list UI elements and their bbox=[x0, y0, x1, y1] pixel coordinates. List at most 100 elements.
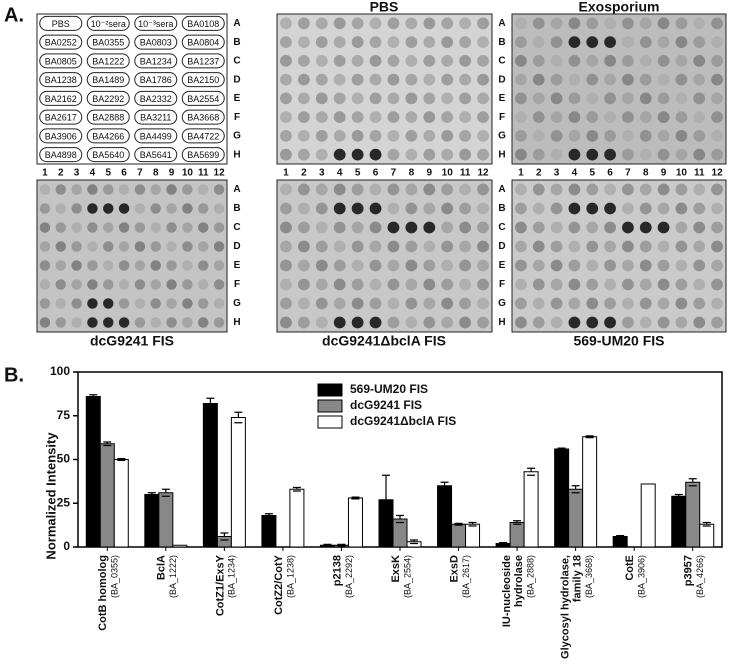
bar bbox=[113, 459, 129, 548]
array-spot bbox=[166, 184, 177, 195]
array-spot bbox=[622, 297, 634, 310]
array-spot bbox=[693, 202, 706, 215]
array-spot bbox=[315, 92, 328, 105]
array-spot bbox=[639, 316, 652, 329]
x-tick-label: hydrolase bbox=[513, 555, 525, 607]
table-cell-text: BA1238 bbox=[45, 75, 77, 85]
array-spot bbox=[87, 298, 98, 309]
table-cell-text: BA2292 bbox=[92, 94, 124, 104]
array-spot bbox=[604, 259, 616, 272]
table-cell bbox=[134, 34, 178, 50]
x-tick-label: ExsK bbox=[390, 555, 402, 583]
array-spot bbox=[675, 54, 688, 67]
array-spot bbox=[604, 73, 616, 86]
array-spot bbox=[459, 183, 472, 196]
array-spot bbox=[150, 317, 161, 328]
bar bbox=[216, 536, 232, 548]
array-spot bbox=[351, 129, 364, 142]
array-spot bbox=[369, 36, 382, 49]
array-spot bbox=[39, 222, 51, 233]
array-spot bbox=[550, 240, 563, 253]
error-bar bbox=[161, 488, 170, 497]
bar bbox=[685, 481, 701, 548]
array-spot bbox=[118, 317, 130, 328]
array-spot bbox=[604, 54, 616, 67]
array-spot bbox=[297, 17, 310, 30]
array-spot bbox=[103, 222, 114, 233]
array-spot bbox=[134, 203, 146, 214]
row-letter: E bbox=[499, 93, 506, 104]
array-spot bbox=[423, 73, 436, 86]
array-panel bbox=[511, 13, 727, 165]
table-cell-text: BA0355 bbox=[92, 38, 124, 48]
array-spot bbox=[369, 17, 382, 30]
column-number: 4 bbox=[90, 168, 96, 179]
array-spot bbox=[550, 73, 563, 86]
array-spot bbox=[441, 297, 454, 310]
array-spot bbox=[711, 297, 723, 310]
array-spot bbox=[622, 36, 634, 49]
array-spot bbox=[477, 240, 489, 253]
table-cell bbox=[86, 53, 130, 69]
array-spot bbox=[459, 297, 472, 310]
array-spot bbox=[550, 316, 563, 329]
array-spot bbox=[550, 202, 563, 215]
array-spot bbox=[586, 183, 599, 196]
array-panel bbox=[36, 179, 228, 333]
row-letter: G bbox=[233, 131, 241, 142]
row-letter: A bbox=[233, 184, 240, 195]
table-cell bbox=[86, 128, 130, 144]
table-cell-text: BA2332 bbox=[140, 94, 172, 104]
row-letter: B bbox=[498, 37, 505, 48]
array-spot bbox=[477, 36, 489, 49]
column-number: 9 bbox=[169, 168, 175, 179]
array-spot bbox=[333, 148, 346, 161]
bar bbox=[554, 448, 570, 548]
array-spot bbox=[711, 259, 723, 272]
x-tick-label: (BA_1238) bbox=[285, 555, 295, 598]
column-number: 5 bbox=[105, 168, 111, 179]
array-spot bbox=[477, 259, 489, 272]
array-spot bbox=[315, 240, 328, 253]
error-bar bbox=[571, 485, 580, 494]
table-cell-text: BA2150 bbox=[187, 75, 219, 85]
array-spot bbox=[550, 36, 563, 49]
array-spot bbox=[333, 36, 346, 49]
legend-label: dcG9241 FIS bbox=[350, 398, 422, 412]
array-spot bbox=[532, 73, 545, 86]
array-spot bbox=[198, 184, 209, 195]
array-spot bbox=[369, 221, 382, 234]
array-spot bbox=[568, 17, 581, 30]
array-spot bbox=[280, 54, 292, 67]
row-letter: C bbox=[233, 56, 240, 67]
array-spot bbox=[693, 36, 706, 49]
column-number: 7 bbox=[391, 168, 397, 179]
array-spot bbox=[550, 221, 563, 234]
array-spot bbox=[405, 73, 418, 86]
array-spot bbox=[568, 183, 581, 196]
x-tick-label: (BA_4266) bbox=[695, 555, 705, 598]
bar bbox=[582, 436, 598, 548]
array-spot bbox=[568, 73, 581, 86]
array-spot bbox=[55, 222, 66, 233]
panel-title: Exosporium bbox=[579, 0, 660, 15]
array-panel bbox=[276, 13, 493, 165]
array-spot bbox=[134, 279, 146, 290]
row-letter: B bbox=[233, 203, 240, 214]
bar bbox=[99, 443, 115, 548]
array-spot bbox=[333, 73, 346, 86]
x-tick-label: BclA bbox=[156, 555, 168, 580]
array-spot bbox=[639, 73, 652, 86]
array-spot bbox=[675, 36, 688, 49]
table-cell bbox=[134, 128, 178, 144]
array-spot bbox=[423, 54, 436, 67]
table-cell bbox=[134, 147, 178, 163]
array-spot bbox=[103, 260, 114, 271]
array-spot bbox=[622, 221, 634, 234]
array-spot bbox=[550, 129, 563, 142]
row-letter: F bbox=[234, 112, 240, 123]
array-spot bbox=[103, 317, 114, 328]
array-spot bbox=[477, 17, 489, 30]
array-spot bbox=[515, 148, 527, 161]
array-spot bbox=[166, 260, 177, 271]
